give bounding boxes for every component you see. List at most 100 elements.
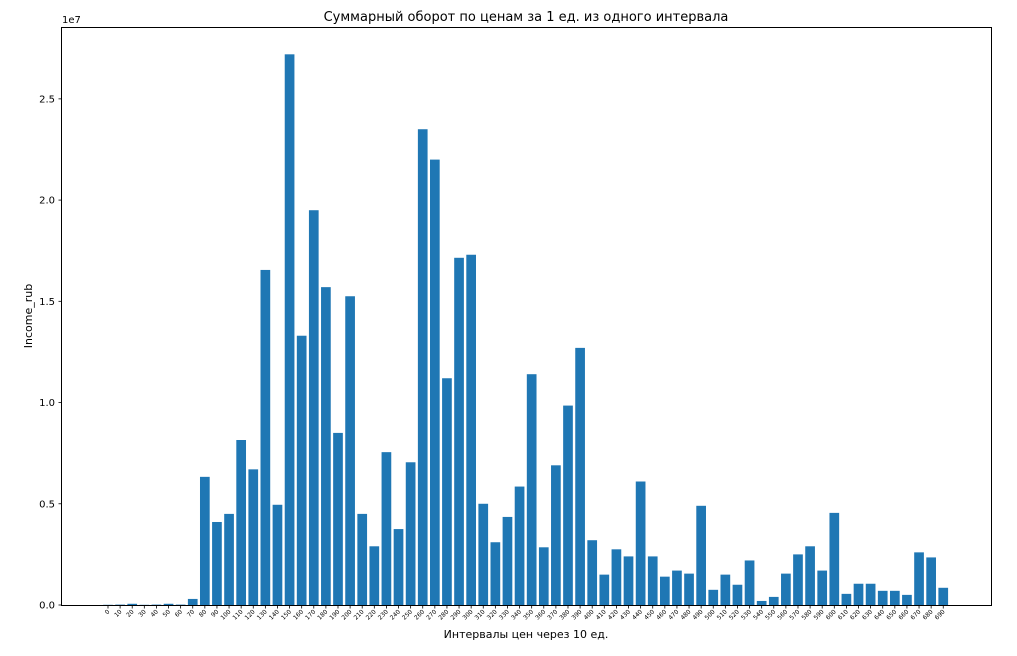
- x-tick-label: 400: [583, 608, 596, 621]
- y-axis: 0.0 0.5 1.0 1.5 2.0 2.5: [39, 94, 62, 612]
- x-tick-label: 100: [219, 608, 232, 621]
- y-tick-label: 0.5: [39, 499, 55, 510]
- x-tick-label: 210: [353, 608, 366, 621]
- x-tick-label: 680: [922, 608, 935, 621]
- x-tick-label: 200: [340, 608, 353, 621]
- y-offset-label: 1e7: [62, 15, 81, 26]
- bar-530: [744, 560, 755, 605]
- x-tick-label: 600: [825, 608, 838, 621]
- bar-560: [781, 573, 791, 605]
- x-tick-label: 610: [837, 608, 850, 621]
- x-tick-label: 480: [679, 608, 692, 621]
- x-tick-label: 330: [498, 608, 511, 621]
- bar-520: [732, 584, 743, 605]
- bar-610: [841, 593, 852, 605]
- bar-590: [817, 570, 828, 605]
- y-axis-label: Income_rub: [22, 284, 35, 348]
- x-tick-label: 670: [909, 608, 922, 621]
- x-tick-label: 60: [174, 608, 184, 618]
- bar-570: [793, 554, 803, 605]
- bar-230: [381, 452, 392, 605]
- x-tick-label: 530: [740, 608, 753, 621]
- bar-580: [805, 546, 815, 605]
- x-tick-label: 570: [788, 608, 801, 621]
- x-tick-label: 10: [113, 608, 123, 618]
- bar-350: [526, 374, 537, 605]
- bar-250: [405, 462, 416, 605]
- bar-140: [272, 504, 283, 605]
- x-tick-label: 90: [210, 608, 220, 618]
- bar-80: [199, 476, 210, 605]
- x-tick-label: 640: [873, 608, 886, 621]
- bar-190: [333, 432, 343, 605]
- x-tick-label: 230: [377, 608, 390, 621]
- bar-260: [417, 129, 428, 606]
- bar-110: [236, 440, 247, 605]
- x-tick-label: 690: [934, 608, 947, 621]
- bar-360: [538, 547, 549, 605]
- bar-440: [635, 481, 646, 605]
- bar-680: [926, 557, 936, 605]
- x-tick-label: 0: [104, 608, 112, 616]
- x-tick-label: 140: [268, 608, 281, 621]
- bar-20: [127, 603, 138, 605]
- x-tick-label: 50: [162, 608, 172, 618]
- y-tick-label: 2.0: [39, 196, 55, 207]
- x-tick-label: 410: [595, 608, 608, 621]
- bar-310: [478, 503, 489, 605]
- x-tick-label: 440: [631, 608, 644, 621]
- bar-490: [696, 505, 706, 605]
- bar-600: [829, 512, 840, 605]
- x-tick-label: 540: [752, 608, 765, 621]
- bar-340: [514, 486, 525, 605]
- bar-380: [563, 405, 573, 605]
- x-tick-label: 520: [728, 608, 741, 621]
- bar-290: [454, 257, 464, 605]
- x-tick-label: 590: [813, 608, 826, 621]
- x-tick-label: 420: [607, 608, 620, 621]
- bar-200: [345, 296, 355, 605]
- bar-150: [284, 54, 295, 605]
- bar-630: [865, 583, 876, 605]
- bar-430: [623, 556, 634, 605]
- bar-420: [611, 549, 622, 605]
- bar-410: [599, 574, 610, 605]
- x-tick-label: 310: [474, 608, 487, 621]
- x-tick-label: 150: [280, 608, 293, 621]
- plot-frame: [61, 27, 992, 606]
- x-tick-label: 390: [570, 608, 583, 621]
- x-tick-label: 580: [800, 608, 813, 621]
- bar-270: [429, 159, 440, 605]
- x-tick-label: 30: [137, 608, 147, 618]
- x-tick-label: 550: [764, 608, 777, 621]
- x-tick-label: 340: [510, 608, 523, 621]
- x-tick-label: 130: [256, 608, 269, 621]
- bar-620: [853, 583, 864, 605]
- bar-160: [296, 335, 307, 605]
- x-tick-label: 620: [849, 608, 862, 621]
- bar-100: [224, 513, 234, 605]
- bar-640: [877, 590, 888, 605]
- bar-320: [490, 542, 501, 605]
- x-tick-label: 660: [897, 608, 910, 621]
- x-tick-label: 20: [125, 608, 135, 618]
- bar-480: [684, 573, 694, 605]
- x-tick-label: 490: [692, 608, 705, 621]
- bar-180: [321, 287, 331, 605]
- x-tick-label: 40: [149, 608, 159, 618]
- x-tick-label: 360: [534, 608, 547, 621]
- bar-650: [889, 590, 900, 605]
- bar-120: [248, 469, 259, 605]
- bar-400: [587, 540, 598, 605]
- x-tick-label: 460: [655, 608, 668, 621]
- x-tick-label: 650: [885, 608, 898, 621]
- x-tick-label: 180: [316, 608, 329, 621]
- bar-510: [720, 574, 731, 605]
- x-tick-label: 110: [232, 608, 245, 621]
- bar-330: [502, 516, 513, 605]
- x-tick-label: 430: [619, 608, 632, 621]
- y-tick-label: 1.5: [39, 297, 55, 308]
- x-tick-label: 380: [558, 608, 571, 621]
- y-tick-label: 2.5: [39, 94, 55, 105]
